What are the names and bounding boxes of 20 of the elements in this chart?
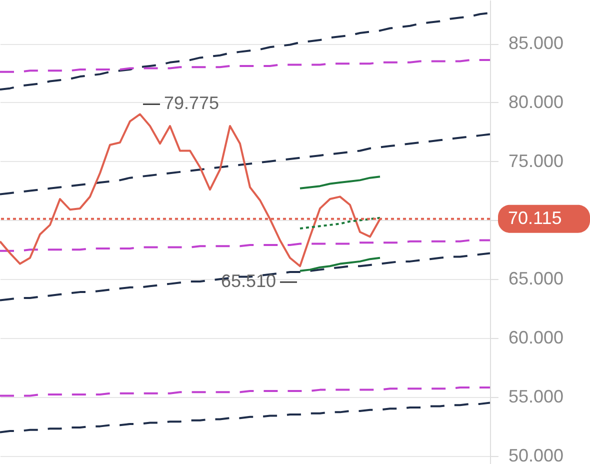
y-tick-label: 50.000	[508, 445, 564, 464]
line-series	[299, 256, 381, 272]
line-series	[299, 176, 381, 190]
line-series	[0, 59, 490, 73]
line-series	[0, 252, 490, 302]
y-tick-label: 80.000	[508, 92, 564, 112]
annotation: 79.775	[164, 93, 220, 114]
line-series	[0, 402, 490, 434]
y-tick-label: 65.000	[508, 268, 564, 289]
y-tick-label: 60.000	[508, 327, 564, 348]
y-tick-label: 75.000	[508, 150, 564, 171]
y-tick-label: 85.000	[508, 33, 564, 54]
y-tick-label: 55.000	[508, 386, 564, 406]
line-series	[0, 133, 490, 196]
ref-line-label: 70.115	[508, 208, 562, 228]
line-series	[299, 216, 381, 230]
line-series	[0, 12, 490, 91]
line-series	[0, 239, 490, 252]
line-series	[0, 386, 490, 397]
annotation: 65.510	[220, 271, 276, 292]
